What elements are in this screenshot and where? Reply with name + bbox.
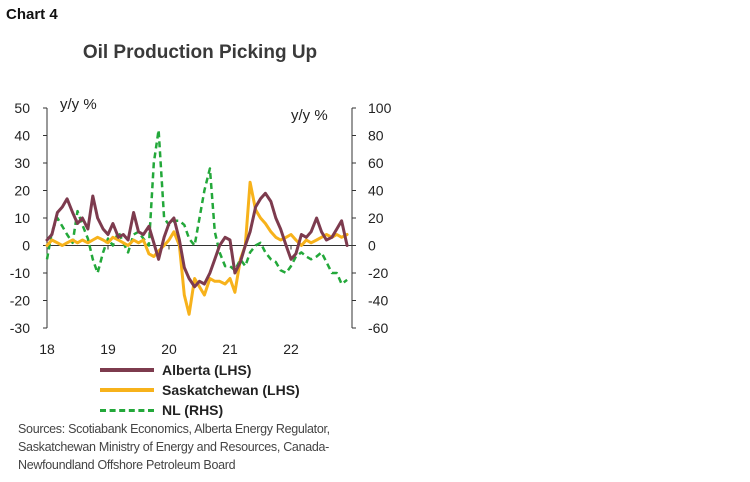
- legend-label-nl: NL (RHS): [162, 402, 224, 418]
- x-tick-label: 18: [39, 341, 55, 357]
- left-tick-label: -30: [10, 320, 30, 336]
- right-tick-label: 0: [368, 238, 376, 254]
- left-tick-label: 0: [22, 238, 30, 254]
- left-axis-unit-label: y/y %: [60, 96, 97, 113]
- x-tick-label: 22: [283, 341, 299, 357]
- left-tick-label: 20: [14, 183, 30, 199]
- series-line-alberta: [45, 191, 349, 289]
- right-tick-label: 60: [368, 155, 384, 171]
- chart-number-label: Chart 4: [6, 6, 58, 23]
- right-tick-label: 40: [368, 183, 384, 199]
- right-axis-unit-label: y/y %: [291, 107, 328, 124]
- right-tick-label: -20: [368, 265, 388, 281]
- right-tick-label: 100: [368, 100, 392, 116]
- axes-layer: 50403020100-10-20-30100806040200-20-40-6…: [10, 100, 392, 357]
- x-tick-label: 20: [161, 341, 177, 357]
- legend-label-alberta: Alberta (LHS): [162, 362, 252, 378]
- series-layer: [45, 128, 349, 316]
- right-tick-label: 80: [368, 128, 384, 144]
- chart-title: Oil Production Picking Up: [82, 42, 318, 63]
- x-tick-label: 19: [100, 341, 116, 357]
- left-tick-label: 30: [14, 155, 30, 171]
- right-tick-label: -40: [368, 293, 388, 309]
- legend-item-nl: NL (RHS): [100, 400, 300, 420]
- left-tick-label: -10: [10, 265, 30, 281]
- left-tick-label: 50: [14, 100, 30, 116]
- x-tick-label: 21: [222, 341, 238, 357]
- legend: Alberta (LHS) Saskatchewan (LHS) NL (RHS…: [100, 360, 300, 420]
- left-tick-label: 40: [14, 128, 30, 144]
- left-tick-label: -20: [10, 293, 30, 309]
- right-tick-label: -60: [368, 320, 388, 336]
- legend-item-alberta: Alberta (LHS): [100, 360, 300, 380]
- legend-swatch-alberta: [100, 368, 154, 372]
- series-line-nl: [45, 128, 348, 286]
- left-tick-label: 10: [14, 210, 30, 226]
- legend-label-saskatchewan: Saskatchewan (LHS): [162, 382, 300, 398]
- right-tick-label: 20: [368, 210, 384, 226]
- legend-item-saskatchewan: Saskatchewan (LHS): [100, 380, 300, 400]
- sources-note: Sources: Scotiabank Economics, Alberta E…: [18, 422, 330, 472]
- legend-swatch-nl: [100, 408, 154, 412]
- legend-swatch-saskatchewan: [100, 388, 154, 392]
